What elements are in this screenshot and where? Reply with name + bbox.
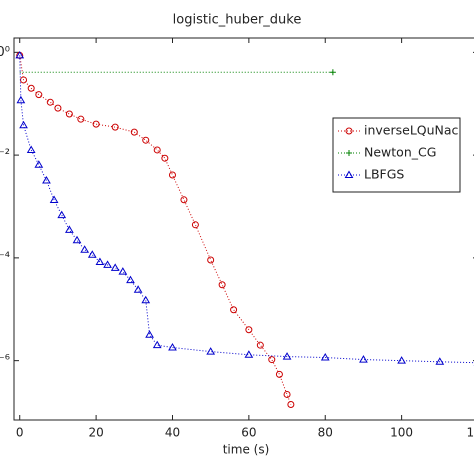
marker [268, 356, 276, 364]
marker [65, 225, 74, 233]
marker [191, 221, 199, 229]
marker [320, 353, 330, 361]
marker [133, 285, 143, 293]
marker [42, 176, 51, 184]
marker [141, 295, 151, 304]
marker [87, 250, 97, 258]
marker [168, 171, 176, 179]
marker [152, 340, 162, 349]
marker [77, 115, 85, 123]
marker [207, 256, 215, 264]
marker [19, 120, 28, 129]
marker [35, 91, 43, 99]
marker [49, 195, 59, 203]
marker [110, 263, 120, 271]
x-tick-label: 60 [241, 426, 256, 440]
marker [65, 110, 73, 118]
marker [245, 326, 253, 334]
marker [142, 136, 150, 144]
x-axis-label: time (s) [223, 443, 270, 457]
marker [57, 210, 67, 219]
chart-title: logistic_huber_duke [173, 13, 302, 28]
marker [15, 50, 25, 59]
marker [359, 355, 368, 363]
marker [130, 128, 138, 136]
x-tick-label: 80 [318, 426, 333, 440]
y-tick-label: 10⁰ [0, 45, 10, 60]
marker [111, 123, 119, 131]
x-tick-label: 100 [390, 426, 413, 440]
legend-marker [344, 170, 354, 178]
marker [72, 235, 82, 244]
legend-label: LBFGS [364, 167, 404, 182]
marker [275, 370, 283, 378]
marker [92, 120, 100, 128]
marker [435, 357, 445, 365]
marker [26, 145, 36, 153]
marker [80, 245, 90, 253]
marker [287, 401, 295, 409]
y-tick-label: 10⁻² [0, 148, 10, 163]
y-tick-label: 10⁻⁴ [0, 250, 10, 265]
legend-box [332, 117, 461, 193]
marker [283, 390, 291, 398]
marker [218, 281, 226, 289]
marker [16, 95, 26, 104]
x-tick-label: 20 [88, 426, 103, 440]
marker [256, 341, 264, 349]
legend-label: Newton_CG [364, 145, 436, 160]
marker [397, 356, 406, 364]
marker [145, 330, 154, 338]
y-tick-label: 10⁻⁶ [0, 353, 10, 368]
marker [126, 275, 135, 284]
marker [46, 98, 54, 106]
marker [153, 146, 161, 154]
plot-frame [13, 37, 474, 421]
legend-label: inverseLQuNac [364, 123, 459, 138]
marker [230, 306, 238, 314]
marker [329, 69, 336, 76]
marker [180, 196, 188, 204]
x-tick-label: 40 [165, 426, 180, 440]
marker [244, 350, 254, 358]
marker [103, 260, 112, 268]
legend-marker [345, 127, 353, 135]
marker [206, 347, 216, 355]
marker [95, 257, 105, 266]
marker [27, 84, 35, 92]
x-tick-label: 0 [16, 426, 24, 440]
marker [34, 160, 44, 168]
marker [118, 267, 128, 275]
marker [161, 154, 169, 162]
x-tick-label: 120 [467, 426, 474, 440]
legend-marker [346, 150, 352, 156]
marker [282, 352, 292, 360]
series-line [19, 55, 474, 364]
marker [54, 104, 62, 112]
marker [168, 343, 177, 351]
